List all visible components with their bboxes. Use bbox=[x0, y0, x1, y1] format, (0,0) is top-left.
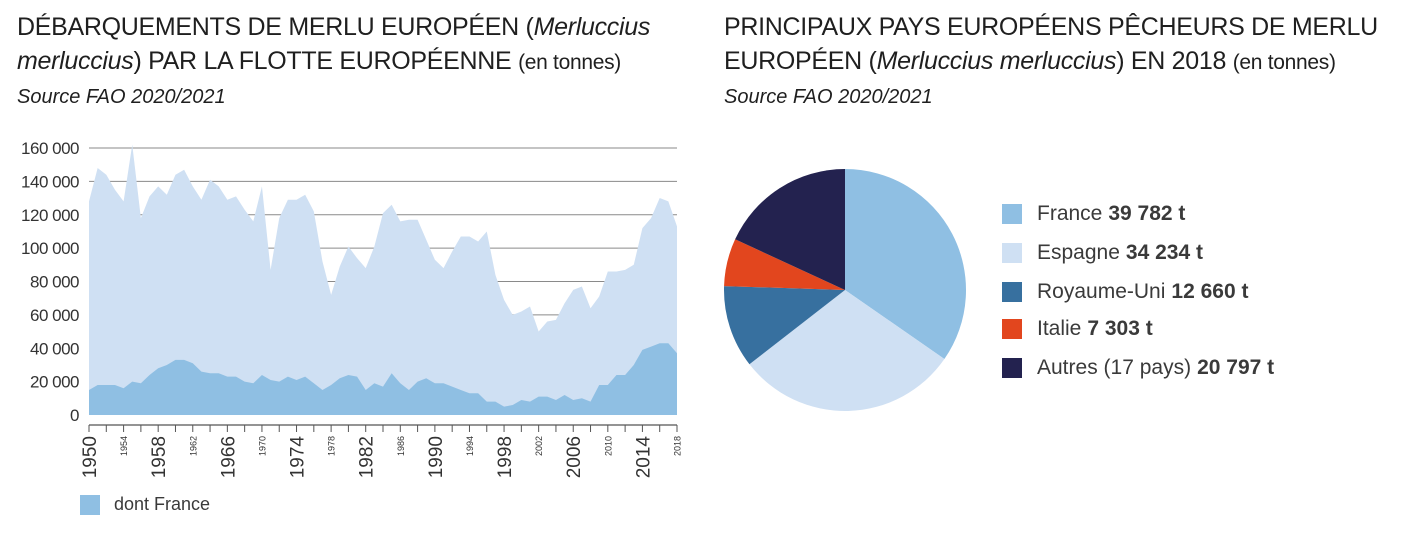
area-series-total bbox=[89, 144, 677, 415]
pie-legend-value: 39 782 t bbox=[1108, 202, 1186, 225]
legend-swatch-france bbox=[80, 494, 100, 515]
x-tick-label: 1950 bbox=[80, 436, 101, 478]
right-title-text-2: ) EN 2018 bbox=[1116, 47, 1233, 75]
y-tick-label: 140 000 bbox=[21, 172, 79, 191]
right-title-unit: (en tonnes) bbox=[1232, 51, 1336, 74]
pie-legend-value: 34 234 t bbox=[1125, 241, 1203, 264]
left-chart-title: DÉBARQUEMENTS DE MERLU EUROPÉEN (Merlucc… bbox=[17, 10, 677, 80]
pie-legend-swatch bbox=[1002, 282, 1022, 302]
pie-legend-swatch bbox=[1002, 358, 1022, 378]
x-tick-label-small: 1962 bbox=[188, 436, 198, 456]
x-tick-label: 1958 bbox=[149, 436, 170, 478]
pie-legend-swatch bbox=[1002, 319, 1022, 339]
y-tick-label: 20 000 bbox=[30, 373, 79, 392]
pie-slice-autres-17-pays bbox=[735, 169, 845, 290]
x-tick-label: 1966 bbox=[218, 436, 239, 478]
y-tick-label: 60 000 bbox=[30, 306, 79, 325]
pie-legend-item: Autres (17 pays) 20 797 t bbox=[1002, 353, 1274, 383]
x-tick-label-small: 1970 bbox=[257, 436, 267, 456]
pie-legend-value: 20 797 t bbox=[1197, 356, 1275, 379]
pie-legend-item: Espagne 34 234 t bbox=[1002, 238, 1203, 268]
pie-legend-value: 7 303 t bbox=[1087, 317, 1153, 340]
right-title-text-1: PRINCIPAUX PAYS EUROPÉENS PÊCHEURS DE ME… bbox=[724, 13, 1378, 75]
legend-label-france: dont France bbox=[114, 494, 211, 514]
x-tick-label-small: 1986 bbox=[396, 436, 406, 456]
right-chart-title: PRINCIPAUX PAYS EUROPÉENS PÊCHEURS DE ME… bbox=[724, 10, 1394, 80]
y-tick-label: 40 000 bbox=[30, 339, 79, 358]
x-tick-label: 2006 bbox=[564, 436, 585, 478]
y-tick-label: 100 000 bbox=[21, 239, 79, 258]
y-tick-label: 160 000 bbox=[21, 139, 79, 158]
x-tick-label-small: 1994 bbox=[465, 436, 475, 456]
pie-legend-item: France 39 782 t bbox=[1002, 199, 1185, 229]
x-tick-label-small: 1954 bbox=[119, 436, 129, 456]
pie-legend-value: 12 660 t bbox=[1171, 280, 1249, 303]
x-tick-label: 1974 bbox=[288, 436, 309, 479]
x-tick-label-small: 1978 bbox=[327, 436, 337, 456]
pie-legend-label: Autres (17 pays) bbox=[1037, 356, 1192, 379]
pie-slice-italie bbox=[724, 239, 845, 290]
x-tick-label: 1998 bbox=[495, 436, 516, 478]
x-tick-label: 2014 bbox=[633, 436, 654, 479]
pie-legend-swatch bbox=[1002, 243, 1022, 263]
pie-legend-item: Italie 7 303 t bbox=[1002, 314, 1153, 344]
area-series-france bbox=[89, 343, 677, 415]
left-title-text-2: ) PAR LA FLOTTE EUROPÉENNE bbox=[133, 47, 519, 75]
pie-legend-swatch bbox=[1002, 204, 1022, 224]
pie-slice-france bbox=[845, 169, 967, 360]
pie-legend-label: France bbox=[1037, 202, 1103, 225]
x-tick-label: 1982 bbox=[357, 436, 378, 478]
pie-slice-royaume-uni bbox=[723, 286, 845, 365]
area-chart-legend: dont France bbox=[80, 494, 210, 515]
pie-legend-item: Royaume-Uni 12 660 t bbox=[1002, 277, 1248, 307]
y-tick-label: 120 000 bbox=[21, 206, 79, 225]
left-title-species: Merluccius merluccius bbox=[17, 13, 651, 75]
pie-legend-label: Italie bbox=[1037, 317, 1082, 340]
x-tick-label-small: 2010 bbox=[603, 436, 613, 456]
x-tick-label-small: 2018 bbox=[673, 436, 683, 456]
x-tick-label: 1990 bbox=[426, 436, 447, 478]
pie-legend-label: Espagne bbox=[1037, 241, 1120, 264]
left-chart-source: Source FAO 2020/2021 bbox=[17, 86, 226, 108]
area-chart: 0 20 000 40 000 60 000 80 000 100 000 120 000 1… bbox=[21, 139, 683, 479]
right-title-species: Merluccius merluccius bbox=[876, 47, 1117, 75]
right-chart-source: Source FAO 2020/2021 bbox=[724, 86, 933, 108]
left-title-unit: (en tonnes) bbox=[518, 51, 621, 74]
pie-chart bbox=[723, 169, 967, 412]
y-tick-label: 0 bbox=[70, 406, 79, 425]
x-tick-label-small: 2002 bbox=[534, 436, 544, 456]
pie-legend-label: Royaume-Uni bbox=[1037, 280, 1166, 303]
left-title-text-1: DÉBARQUEMENTS DE MERLU EUROPÉEN ( bbox=[17, 13, 534, 41]
pie-slice-espagne bbox=[749, 290, 945, 412]
y-tick-label: 80 000 bbox=[30, 273, 79, 292]
